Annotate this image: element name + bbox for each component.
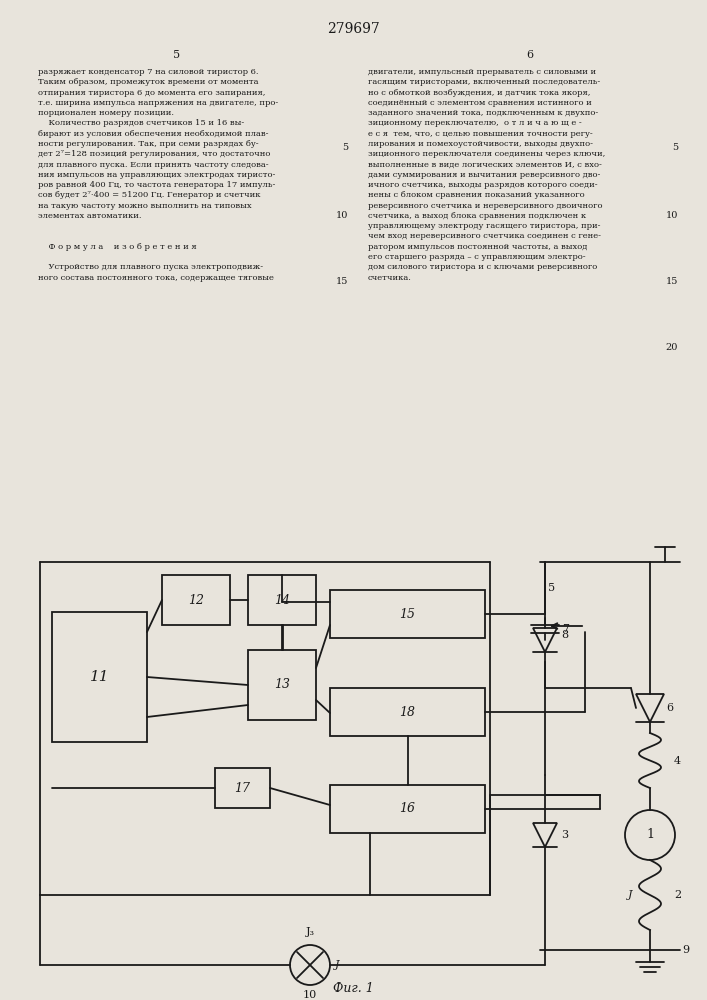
Text: 5: 5 <box>672 143 678 152</box>
Text: разряжает конденсатор 7 на силовой тиристор 6.
Таким образом, промежуток времени: разряжает конденсатор 7 на силовой тирис… <box>38 68 279 282</box>
Text: 16: 16 <box>399 802 416 816</box>
Text: 12: 12 <box>188 593 204 606</box>
Text: 6: 6 <box>666 703 673 713</box>
Text: J₃: J₃ <box>305 927 315 937</box>
Text: 17: 17 <box>235 782 250 794</box>
Text: 9: 9 <box>682 945 689 955</box>
Text: 11: 11 <box>90 670 110 684</box>
Bar <box>330 590 485 638</box>
Text: 279697: 279697 <box>327 22 380 36</box>
Text: 2: 2 <box>674 890 681 900</box>
Text: 7: 7 <box>562 624 569 634</box>
Text: 20: 20 <box>665 344 678 353</box>
Text: 18: 18 <box>399 706 416 718</box>
Text: 6: 6 <box>527 50 534 60</box>
Text: 5: 5 <box>342 143 348 152</box>
Bar <box>330 688 485 736</box>
Text: 13: 13 <box>274 678 290 692</box>
Text: 8: 8 <box>561 630 568 640</box>
Bar <box>52 612 147 742</box>
Bar <box>215 768 270 808</box>
Text: 10: 10 <box>665 211 678 220</box>
Bar <box>330 785 485 833</box>
Bar <box>248 650 316 720</box>
Text: 3: 3 <box>561 830 568 840</box>
Text: 5: 5 <box>548 583 555 593</box>
Text: Фиг. 1: Фиг. 1 <box>332 982 373 994</box>
Text: 5: 5 <box>173 50 180 60</box>
Text: J: J <box>628 890 632 900</box>
Text: 15: 15 <box>336 277 348 286</box>
Text: J: J <box>335 960 339 970</box>
Text: 15: 15 <box>665 277 678 286</box>
Text: двигатели, импульсный прерыватель с силовыми и
гасящим тиристорами, включенный п: двигатели, импульсный прерыватель с сило… <box>368 68 605 282</box>
Text: 1: 1 <box>646 828 654 842</box>
Text: 4: 4 <box>674 756 681 766</box>
Text: 10: 10 <box>336 211 348 220</box>
Bar <box>162 575 230 625</box>
Text: 15: 15 <box>399 607 416 620</box>
Text: 10: 10 <box>303 990 317 1000</box>
Text: 14: 14 <box>274 593 290 606</box>
Bar <box>248 575 316 625</box>
